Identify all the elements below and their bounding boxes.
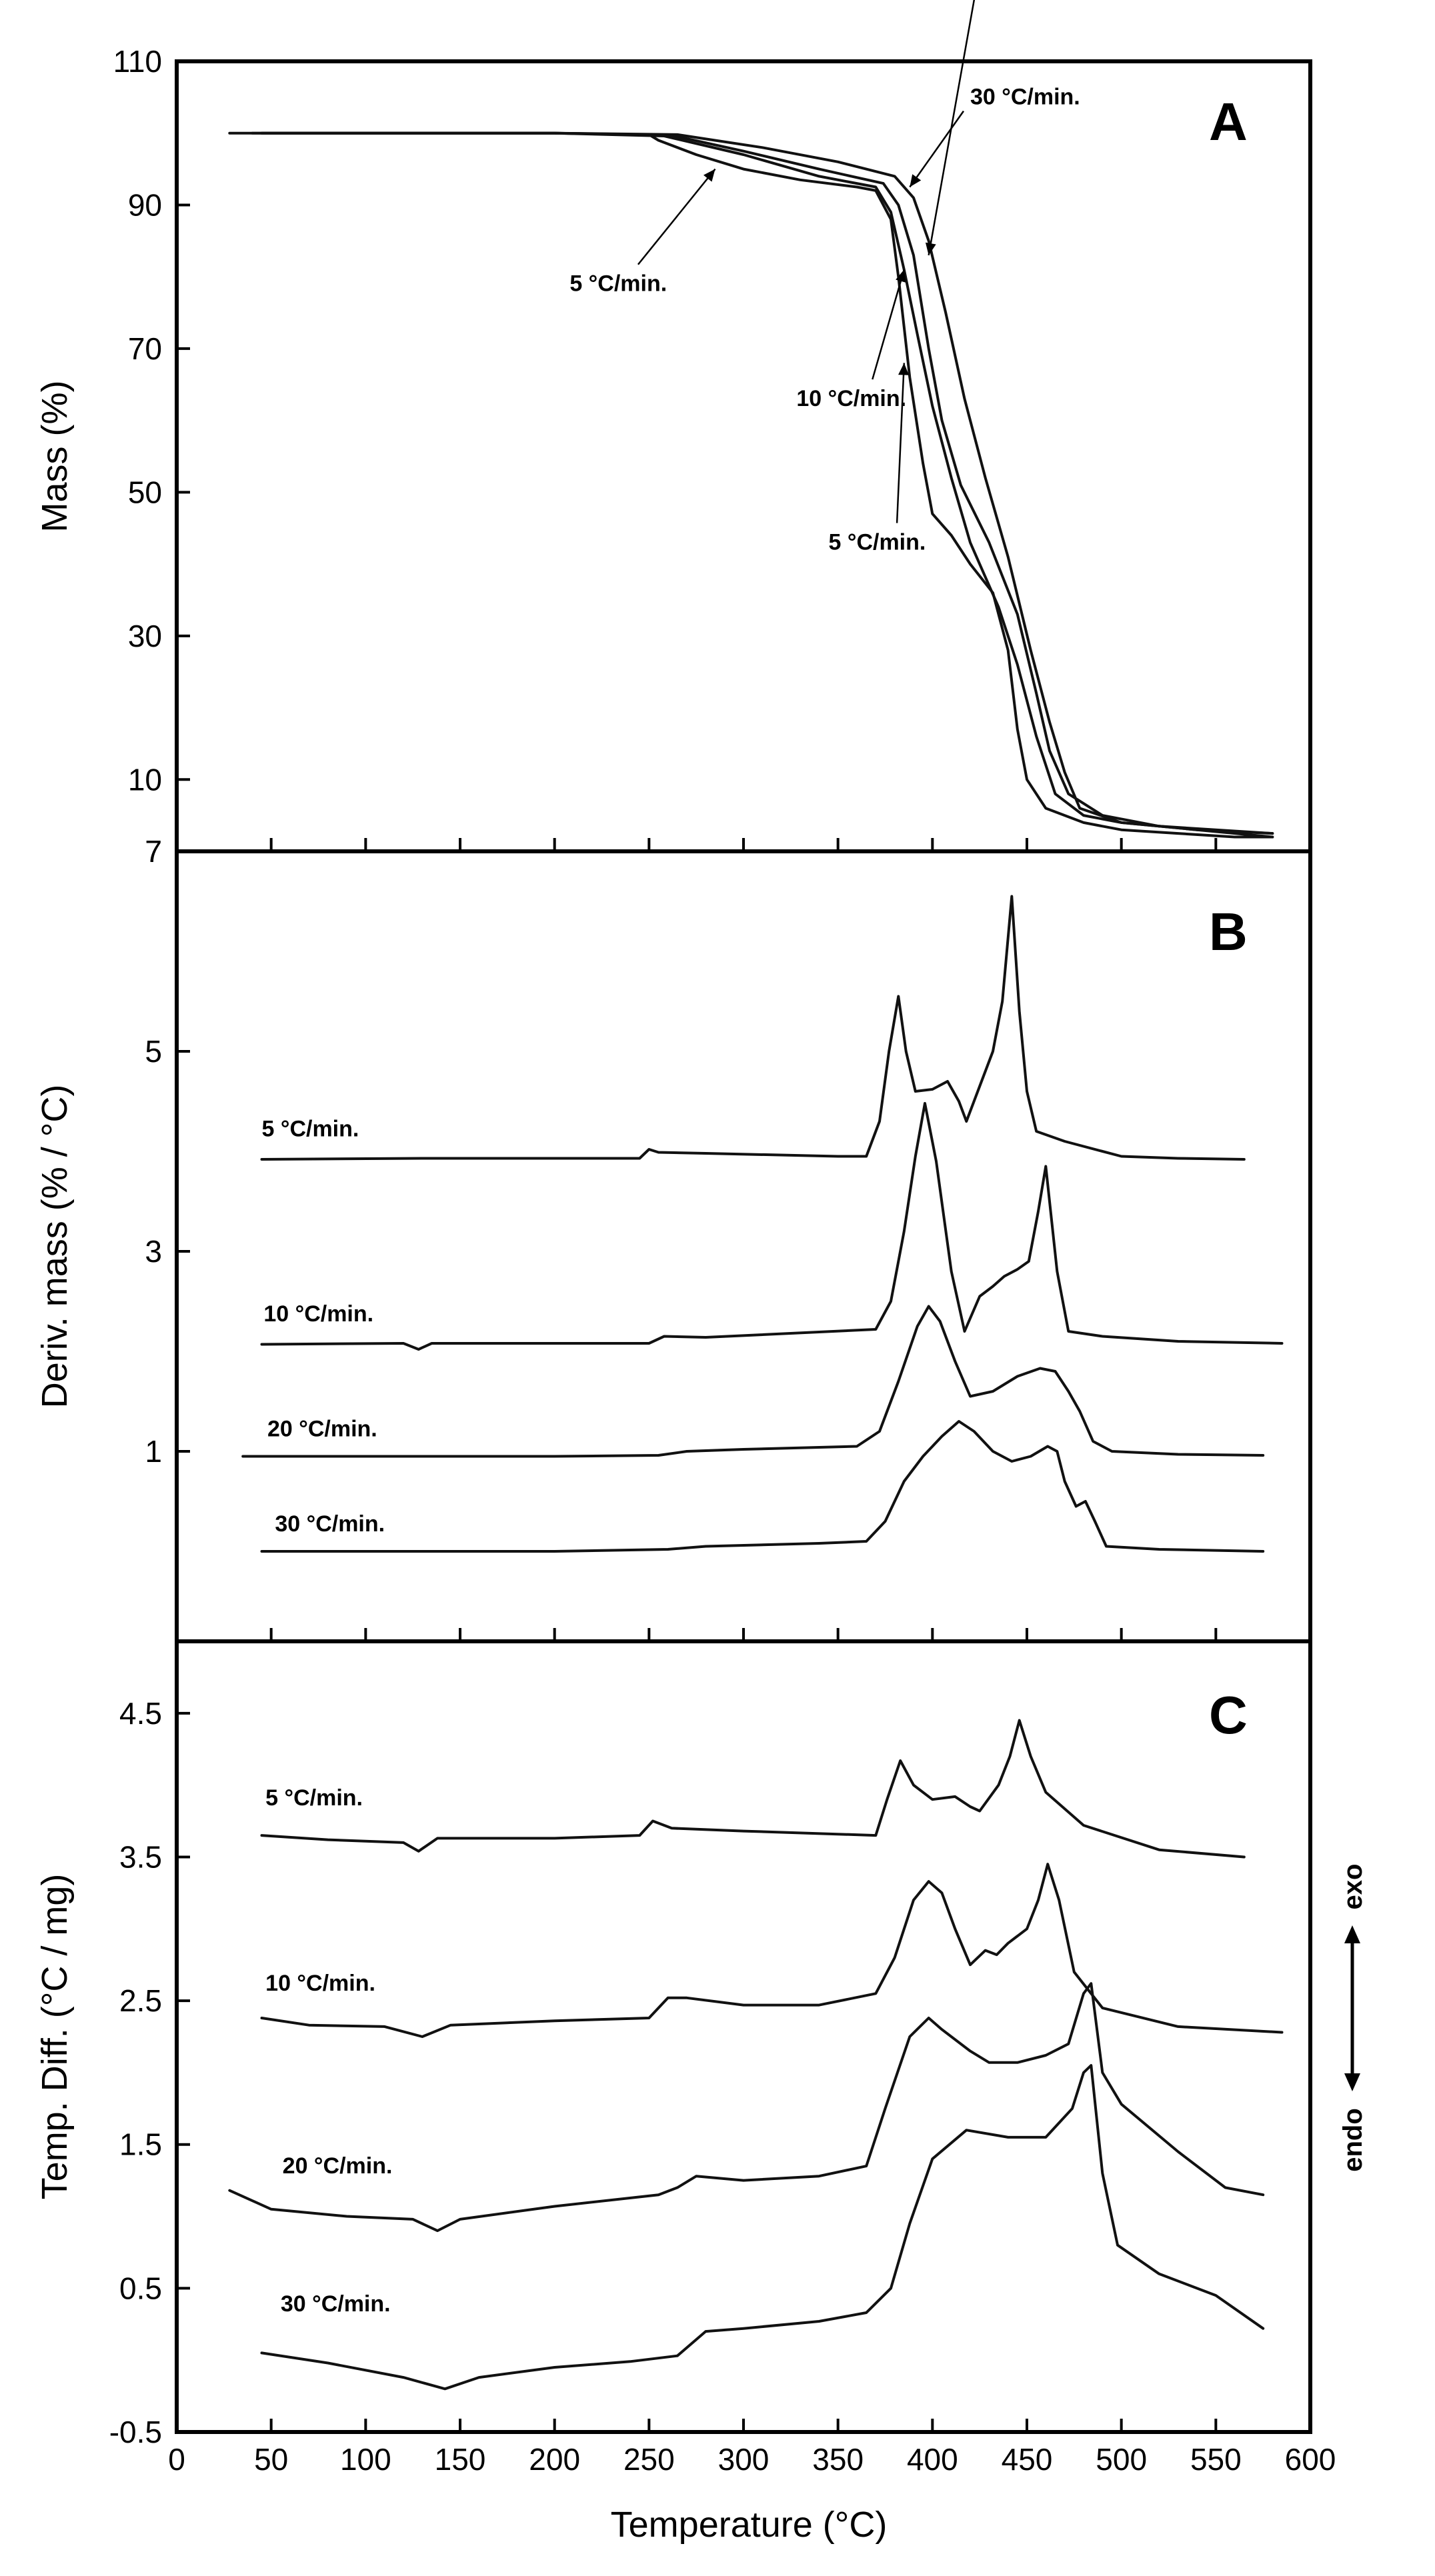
- x-axis-title: Temperature (°C): [611, 2505, 888, 2545]
- y-tick-label: 3.5: [119, 1839, 162, 1874]
- series-line: [228, 131, 1274, 839]
- arrowhead-icon: [925, 242, 936, 255]
- series-line: [260, 2064, 1265, 2391]
- annotation-arrow: [928, 0, 976, 256]
- series-line: [260, 1719, 1246, 1859]
- x-tick-label: 400: [907, 2442, 958, 2477]
- y-tick-label: 1.5: [119, 2127, 162, 2162]
- y-tick-label: 70: [128, 331, 162, 366]
- x-tick-label: 200: [529, 2442, 580, 2477]
- series-annotation: 10 °C/min.: [263, 1301, 373, 1327]
- series-line: [228, 1982, 1265, 2233]
- x-tick-label: 50: [254, 2442, 288, 2477]
- y-tick-label: 1: [145, 1434, 162, 1469]
- y-tick-label: 90: [128, 187, 162, 222]
- series-annotation: 5 °C/min.: [569, 271, 667, 297]
- y-tick-label: 50: [128, 475, 162, 509]
- annotation-arrow: [637, 168, 716, 265]
- y-axis-title: Deriv. mass (% / °C): [35, 1085, 75, 1409]
- exo-endo-indicator: exo endo: [1338, 1864, 1368, 2172]
- panel-letter: C: [1209, 1685, 1248, 1745]
- series-line: [260, 1420, 1265, 1553]
- series-annotation: 5 °C/min.: [265, 1785, 363, 1811]
- series-annotation: 30 °C/min.: [970, 85, 1080, 110]
- x-tick-label: 500: [1096, 2442, 1147, 2477]
- x-tick-label: 0: [168, 2442, 185, 2477]
- x-tick-label: 300: [718, 2442, 770, 2477]
- endo-label: endo: [1338, 2108, 1368, 2172]
- x-tick-label: 100: [340, 2442, 391, 2477]
- x-tick-label: 350: [812, 2442, 864, 2477]
- annotation-arrow: [896, 363, 906, 523]
- panel-b: 7 5 3 1 5 °C/min. 10 °C/min. 20 °C/min. 30 °C/m…: [35, 834, 1312, 1643]
- series-line: [260, 1102, 1284, 1351]
- panels-layer: 110 90 70 50 30 10 7 30 °C/min. 20 °C/min. 5 °C/m…: [35, 0, 1312, 2449]
- y-tick-label: 7: [145, 834, 162, 869]
- panel-frame: [175, 1639, 1312, 2434]
- series-annotation: 20 °C/min.: [283, 2153, 393, 2179]
- x-tick-label: 450: [1002, 2442, 1053, 2477]
- annotation-arrow: [909, 110, 965, 188]
- y-axis-title: Mass (%): [35, 381, 75, 533]
- x-tick-label: 550: [1190, 2442, 1242, 2477]
- series-line: [260, 895, 1246, 1161]
- series-line: [241, 1305, 1265, 1458]
- x-axis: 0 50 100 150 200 250 300 350 400 450 500 550 600: [168, 2442, 1336, 2477]
- series-line: [260, 131, 1274, 835]
- arrowhead-icon: [910, 174, 922, 187]
- panel-frame: [175, 59, 1312, 853]
- series-annotation: 30 °C/min.: [275, 1511, 385, 1537]
- series-annotation: 5 °C/min.: [829, 530, 926, 555]
- x-tick-label: 250: [623, 2442, 675, 2477]
- panel-c: 4.5 3.5 2.5 1.5 0.5 -0.5 5 °C/min. 10 °C/min. 20…: [35, 1639, 1312, 2449]
- arrowhead-icon: [703, 169, 715, 182]
- y-tick-label: 10: [128, 762, 162, 797]
- y-tick-label: 0.5: [119, 2271, 162, 2305]
- y-tick-label: 110: [113, 44, 162, 79]
- x-tick-label: 600: [1285, 2442, 1336, 2477]
- arrowhead-icon: [896, 269, 906, 283]
- panel-letter: B: [1209, 902, 1248, 961]
- y-tick-label: -0.5: [109, 2415, 162, 2449]
- series-annotation: 10 °C/min.: [796, 386, 906, 411]
- y-tick-label: 7: [145, 834, 162, 869]
- y-tick-label: 2.5: [119, 1983, 162, 2018]
- x-tick-label: 150: [435, 2442, 486, 2477]
- panel-letter: A: [1209, 92, 1248, 151]
- series-line: [260, 131, 1274, 839]
- y-axis-title: Temp. Diff. (°C / mg): [35, 1874, 75, 2200]
- series-line: [251, 131, 1274, 835]
- series-annotation: 10 °C/min.: [265, 1971, 375, 1996]
- y-tick-label: 30: [128, 619, 162, 653]
- exo-label: exo: [1338, 1864, 1368, 1910]
- double-arrow-icon: [1344, 1925, 1360, 2091]
- y-tick-label: 3: [145, 1234, 162, 1269]
- series-annotation: 5 °C/min.: [262, 1117, 359, 1142]
- series-annotation: 20 °C/min.: [267, 1417, 377, 1442]
- y-tick-label: 5: [145, 1034, 162, 1069]
- series-annotation: 30 °C/min.: [281, 2291, 391, 2317]
- y-tick-label: 4.5: [119, 1696, 162, 1731]
- annotation-arrow: [872, 269, 906, 380]
- series-line: [260, 1863, 1284, 2038]
- arrowhead-icon: [898, 363, 910, 375]
